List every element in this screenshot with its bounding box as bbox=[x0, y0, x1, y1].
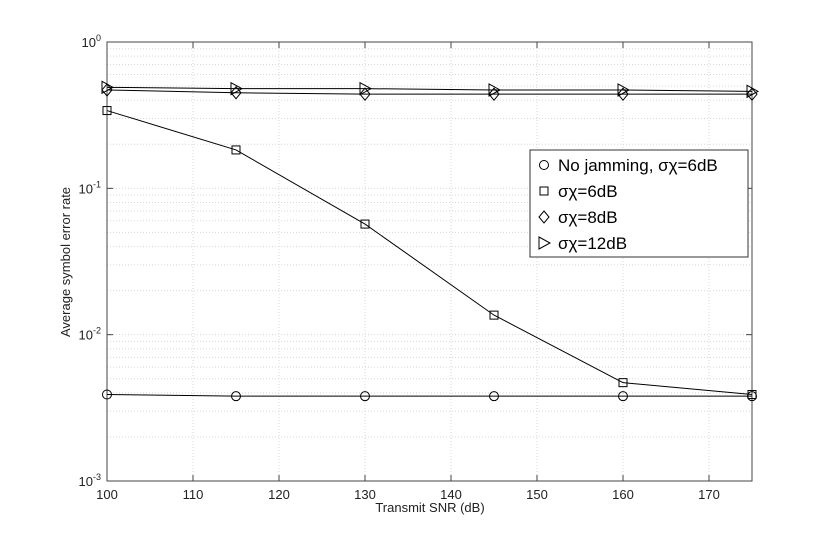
marker bbox=[746, 87, 758, 101]
marker bbox=[488, 83, 502, 97]
x-tick-label: 150 bbox=[526, 487, 548, 502]
marker bbox=[231, 391, 241, 402]
x-tick-label: 130 bbox=[354, 487, 376, 502]
marker bbox=[359, 87, 371, 101]
marker bbox=[617, 87, 629, 101]
marker bbox=[360, 391, 370, 402]
series-line bbox=[106, 110, 753, 396]
series-line bbox=[106, 394, 752, 397]
y-tick-label: 10-2 bbox=[79, 326, 101, 343]
x-tick-label: 100 bbox=[96, 487, 118, 502]
y-tick-label: 100 bbox=[82, 33, 101, 50]
marker bbox=[488, 87, 500, 101]
y-tick-label: 10-3 bbox=[79, 472, 101, 489]
legend-label: No jamming, σχ=6dB bbox=[558, 156, 718, 175]
legend-label: σχ=8dB bbox=[558, 208, 618, 227]
x-tick-label: 120 bbox=[268, 487, 290, 502]
legend: No jamming, σχ=6dB σχ=6dB σχ=8dB σχ=12dB bbox=[529, 149, 749, 258]
marker bbox=[539, 186, 549, 196]
marker bbox=[747, 390, 757, 400]
marker bbox=[538, 210, 550, 224]
legend-box bbox=[529, 149, 749, 258]
marker bbox=[618, 391, 628, 402]
marker bbox=[231, 145, 241, 155]
y-tick-label: 10-1 bbox=[79, 179, 101, 196]
marker bbox=[102, 106, 112, 116]
marker bbox=[101, 83, 113, 97]
x-tick-label: 140 bbox=[440, 487, 462, 502]
marker bbox=[489, 310, 499, 320]
marker bbox=[230, 85, 242, 100]
y-axis-label: Average symbol error rate bbox=[58, 187, 73, 337]
legend-label: σχ=6dB bbox=[558, 182, 618, 201]
series-line bbox=[106, 89, 752, 95]
x-axis-label: Transmit SNR (dB) bbox=[375, 500, 484, 515]
x-tick-label: 160 bbox=[612, 487, 634, 502]
marker bbox=[618, 378, 628, 388]
series-line bbox=[106, 86, 753, 92]
marker bbox=[359, 81, 373, 96]
marker bbox=[539, 160, 549, 170]
x-tick-label: 170 bbox=[698, 487, 720, 502]
marker bbox=[101, 80, 115, 95]
marker bbox=[617, 83, 631, 97]
marker bbox=[746, 84, 760, 99]
marker bbox=[230, 81, 244, 96]
marker bbox=[102, 389, 112, 400]
legend-label: σχ=12dB bbox=[558, 234, 627, 253]
x-tick-label: 110 bbox=[183, 487, 204, 502]
marker bbox=[538, 236, 552, 250]
plot-frame bbox=[106, 41, 753, 482]
marker bbox=[360, 219, 370, 229]
marker bbox=[489, 391, 499, 402]
